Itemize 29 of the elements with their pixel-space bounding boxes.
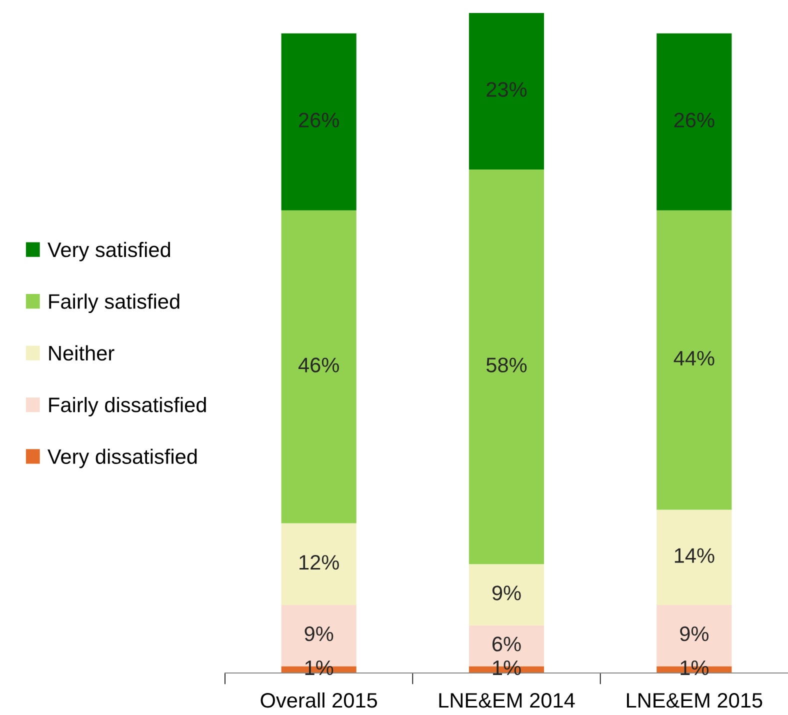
data-label: 58% <box>486 358 527 372</box>
data-label: 9% <box>680 626 708 642</box>
data-label: 9% <box>492 586 521 600</box>
bar <box>281 33 356 210</box>
data-label: 26% <box>299 112 339 128</box>
bar <box>656 33 732 210</box>
bar <box>281 210 356 524</box>
data-label: 14% <box>674 548 714 563</box>
legend-label: Very satisfied <box>48 242 170 262</box>
bar <box>468 564 544 626</box>
x-tick-label: Overall 2015 <box>260 692 378 708</box>
data-label: 44% <box>674 350 714 366</box>
legend-label: Fairly dissatisfied <box>49 397 206 416</box>
bar <box>468 13 544 170</box>
bar <box>281 523 356 605</box>
x-tick-label: LNE&EM 2015 <box>626 692 762 708</box>
x-tick-label: LNE&EM 2014 <box>439 692 575 708</box>
data-label: 23% <box>486 82 527 97</box>
data-label: 9% <box>304 626 334 642</box>
data-label: 46% <box>298 358 339 372</box>
legend-label: Fairly satisfied <box>49 294 180 313</box>
data-label: 6% <box>492 636 521 652</box>
data-label: 12% <box>300 554 339 570</box>
data-label: 26% <box>674 112 714 128</box>
bar <box>468 169 544 564</box>
legend-label: Very dissatisfied <box>48 448 197 468</box>
bar <box>656 210 732 510</box>
legend-label: Neither <box>49 345 114 361</box>
bar <box>656 510 732 605</box>
